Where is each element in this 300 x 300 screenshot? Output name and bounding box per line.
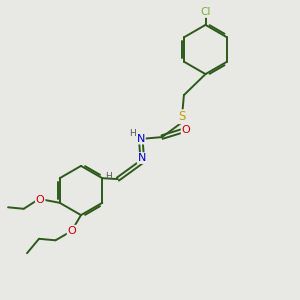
Text: N: N xyxy=(138,153,146,163)
Text: N: N xyxy=(136,134,145,144)
Text: Cl: Cl xyxy=(200,7,211,17)
Text: H: H xyxy=(105,172,112,181)
Text: O: O xyxy=(68,226,76,236)
Text: H: H xyxy=(129,129,136,138)
Text: O: O xyxy=(36,195,45,205)
Text: S: S xyxy=(179,110,186,123)
Text: O: O xyxy=(182,125,190,136)
